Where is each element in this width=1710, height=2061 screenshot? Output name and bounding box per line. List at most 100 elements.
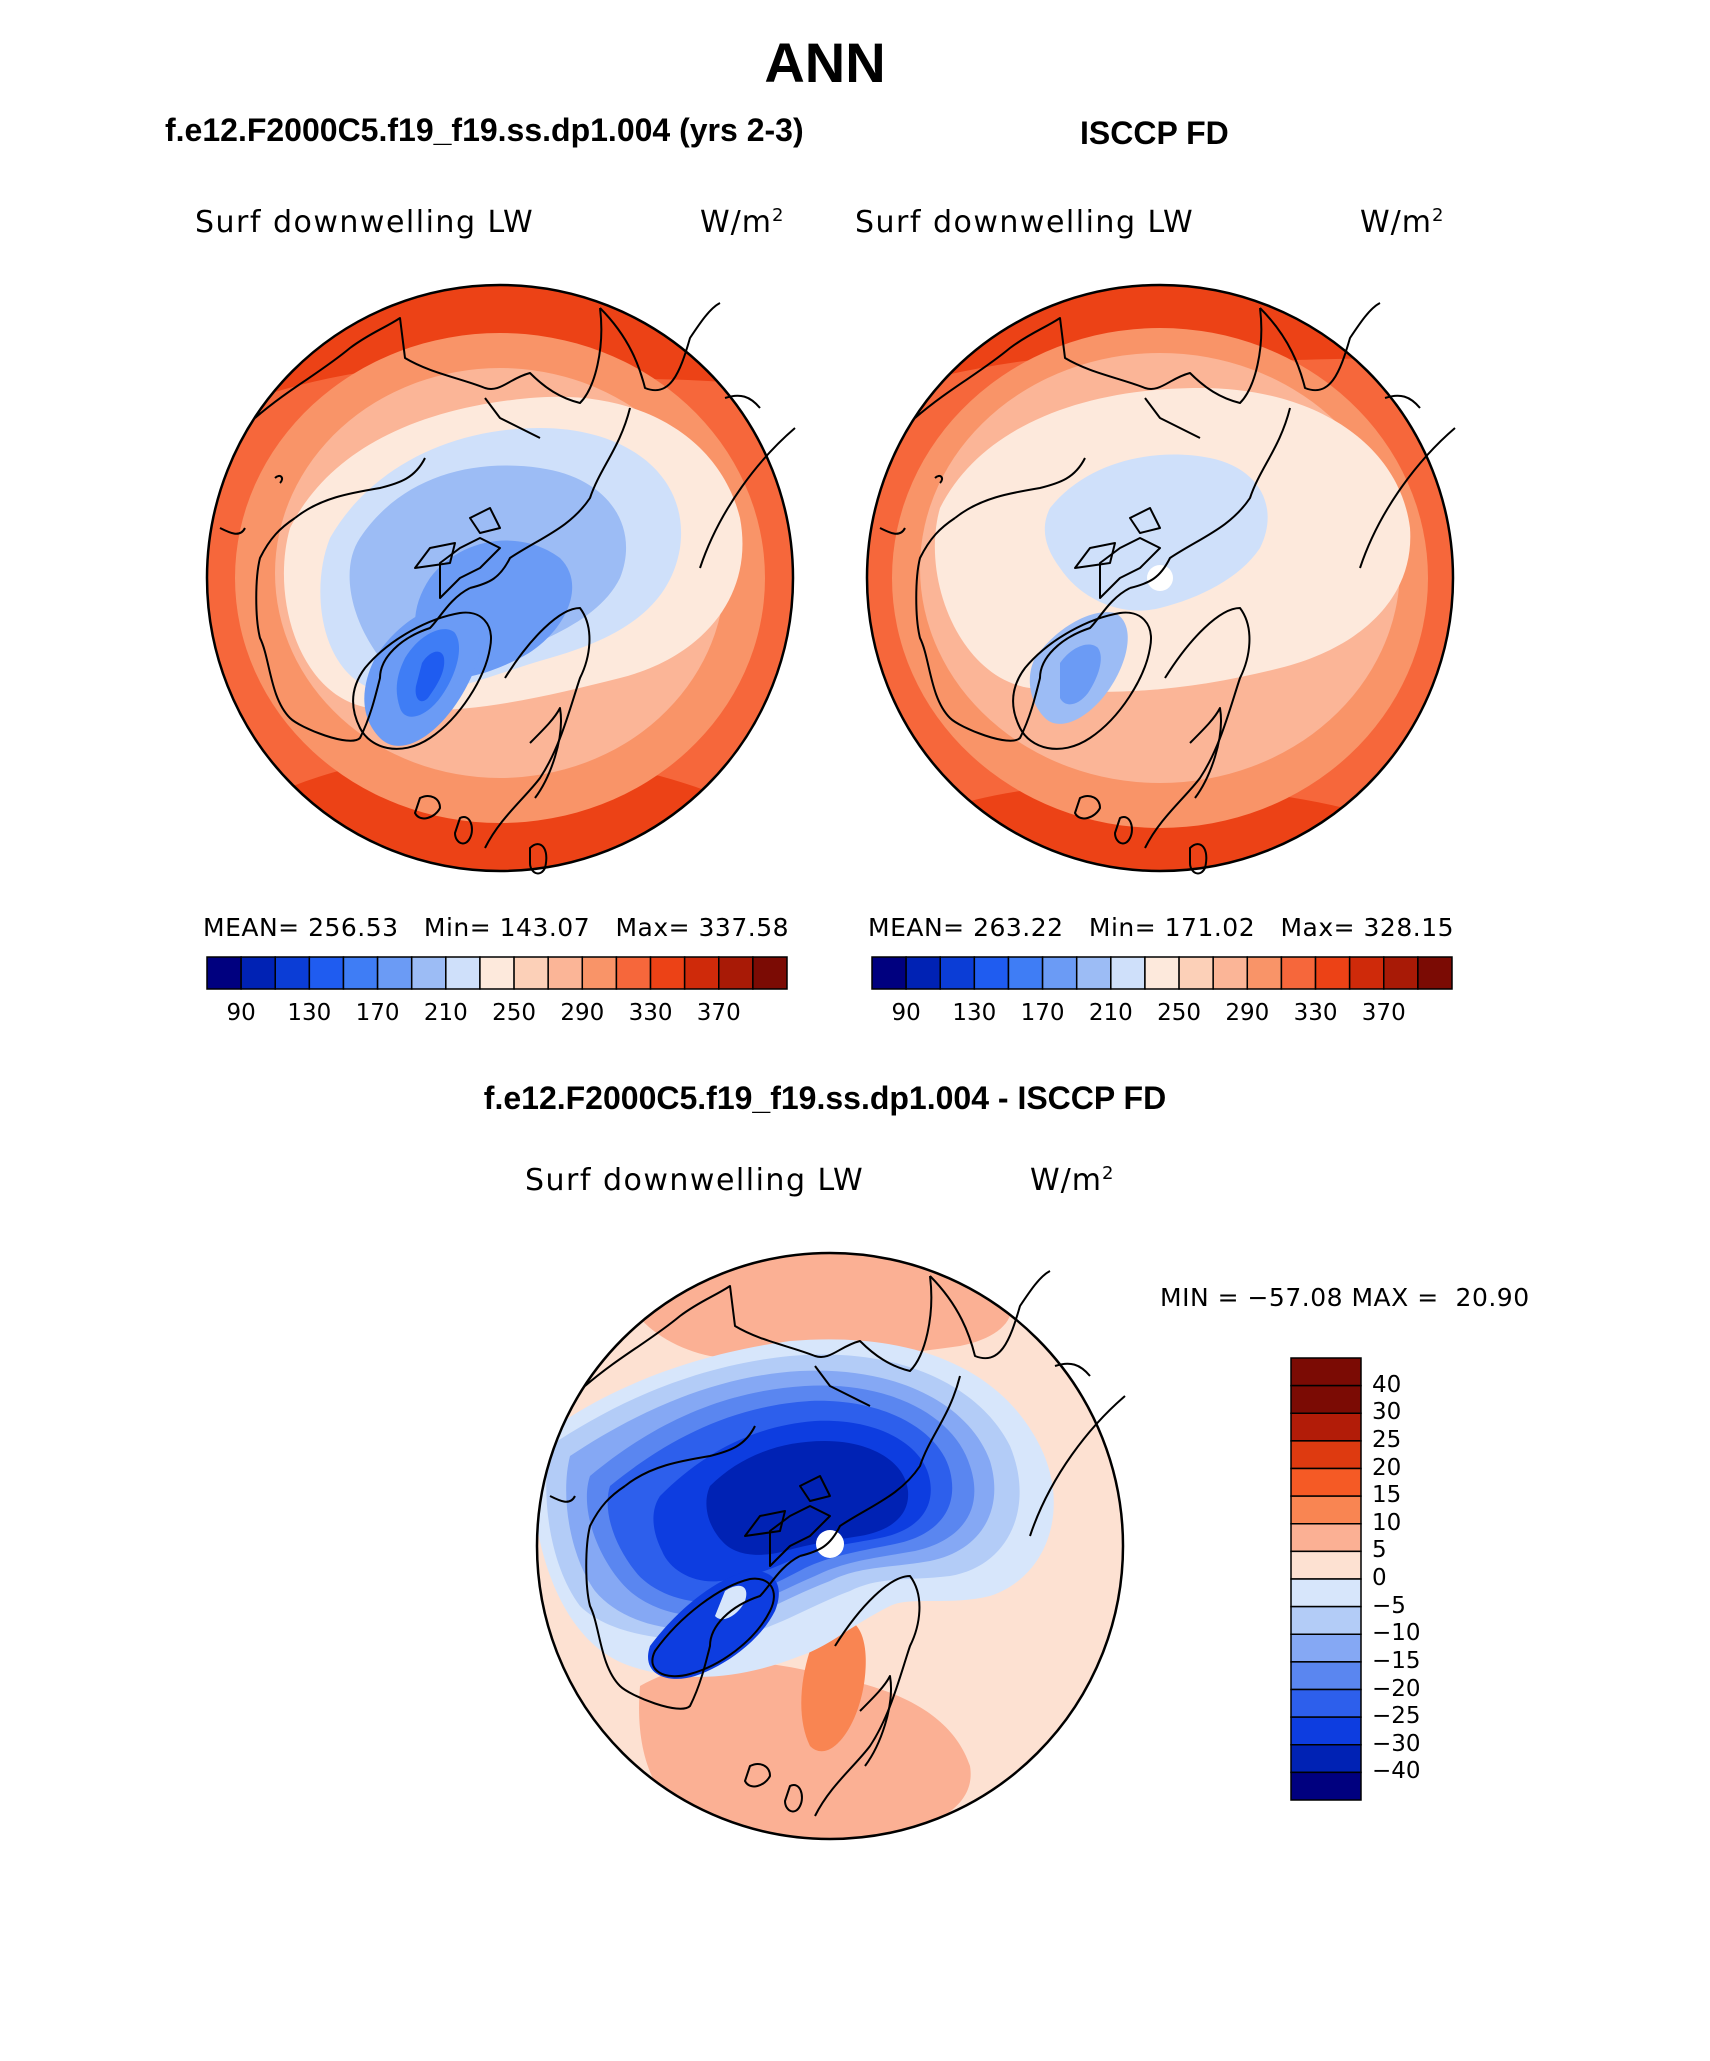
diff-field-scandinavia-positive bbox=[801, 1618, 866, 1752]
diff-variable-label: Surf downwelling LW bbox=[525, 1163, 865, 1198]
model-colorbar-box bbox=[615, 956, 652, 990]
model-colorbar-box bbox=[240, 956, 276, 990]
diff-colorbar-tick-label: 5 bbox=[1372, 1537, 1387, 1564]
model-colorbar-box bbox=[376, 956, 413, 990]
obs-colorbar-box bbox=[905, 956, 941, 990]
diff-colorbar-tick-label: 15 bbox=[1372, 1482, 1402, 1509]
diff-colorbar-tick-label: −40 bbox=[1372, 1758, 1421, 1785]
model-field-greenland-150 bbox=[415, 651, 445, 702]
diff-colorbar-tick-label: −15 bbox=[1372, 1647, 1421, 1674]
obs-pole-hole bbox=[1147, 565, 1173, 591]
obs-colorbar-tick-label: 210 bbox=[1088, 1000, 1133, 1026]
model-colorbar-box bbox=[513, 956, 549, 990]
obs-colorbar-tick-label: 250 bbox=[1157, 1000, 1201, 1026]
obs-field-greenland-190 bbox=[1060, 644, 1101, 705]
diff-colorbar-box bbox=[1290, 1578, 1362, 1608]
diff-colorbar-box bbox=[1290, 1744, 1362, 1774]
model-colorbar-tick-label: 370 bbox=[696, 1000, 741, 1026]
diff-field-atlantic-positive bbox=[639, 1662, 971, 1839]
model-colorbar-box bbox=[206, 956, 242, 990]
diff-colorbar-tick-label: 0 bbox=[1372, 1565, 1387, 1591]
model-colorbar-tick-label: 170 bbox=[355, 1000, 400, 1026]
model-stats: MEAN= 256.53 Min= 143.07 Max= 337.58 bbox=[203, 913, 790, 942]
obs-colorbar-tick-label: 170 bbox=[1020, 1000, 1065, 1026]
obs-colorbar-box bbox=[939, 956, 976, 990]
model-colorbar-box bbox=[683, 956, 720, 990]
diff-colorbar-tick-label: 10 bbox=[1372, 1509, 1402, 1536]
diff-colorbar-tick-label: −20 bbox=[1372, 1675, 1421, 1702]
obs-colorbar-box bbox=[1144, 956, 1180, 990]
model-colorbar-tick-label: 330 bbox=[628, 1000, 673, 1026]
plot-season-title: ANN bbox=[764, 31, 886, 94]
obs-colorbar-box bbox=[1383, 956, 1419, 990]
model-colorbar-tick-label: 210 bbox=[423, 1000, 468, 1026]
diff-colorbar-tick-label: −25 bbox=[1372, 1703, 1421, 1730]
model-case-title: f.e12.F2000C5.f19_f19.ss.dp1.004 (yrs 2-… bbox=[165, 112, 804, 148]
obs-polar-map bbox=[865, 283, 1456, 875]
diff-pole-hole bbox=[816, 1530, 844, 1558]
model-polar-map bbox=[205, 283, 796, 875]
obs-stats: MEAN= 263.22 Min= 171.02 Max= 328.15 bbox=[868, 913, 1455, 942]
obs-colorbar-box bbox=[1212, 956, 1249, 990]
model-map-border bbox=[205, 283, 795, 873]
obs-coastlines bbox=[879, 302, 1456, 875]
diff-colorbar-box bbox=[1290, 1688, 1362, 1718]
obs-colorbar-tick-label: 290 bbox=[1225, 1000, 1270, 1026]
model-colorbar bbox=[206, 956, 788, 990]
obs-colorbar-box bbox=[1041, 956, 1078, 990]
obs-colorbar-box bbox=[973, 956, 1010, 990]
obs-colorbar-box bbox=[1314, 956, 1351, 990]
diff-field-greenland-stripe bbox=[715, 1585, 747, 1620]
obs-colorbar-box bbox=[1110, 956, 1146, 990]
obs-map-border bbox=[865, 283, 1455, 873]
difference-title: f.e12.F2000C5.f19_f19.ss.dp1.004 - ISCCP… bbox=[483, 1080, 1167, 1116]
model-colorbar-box bbox=[410, 956, 447, 990]
model-colorbar-box bbox=[274, 956, 311, 990]
obs-colorbar-box bbox=[1007, 956, 1044, 990]
diff-stats: MIN = −57.08 MAX = 20.90 bbox=[1160, 1283, 1530, 1312]
model-colorbar-box bbox=[547, 956, 584, 990]
obs-colorbar-box bbox=[1348, 956, 1385, 990]
diff-colorbar-tick-label: 20 bbox=[1372, 1454, 1402, 1481]
model-colorbar-box bbox=[649, 956, 686, 990]
model-colorbar-tick-label: 290 bbox=[560, 1000, 605, 1026]
obs-colorbar-box bbox=[1417, 956, 1453, 990]
diff-colorbar-tick-label: −30 bbox=[1372, 1730, 1421, 1757]
obs-colorbar-tick-label: 330 bbox=[1293, 1000, 1338, 1026]
diff-colorbar-box bbox=[1290, 1467, 1362, 1497]
diff-colorbar-box bbox=[1290, 1412, 1362, 1442]
diff-colorbar-tick-label: −5 bbox=[1372, 1592, 1406, 1619]
model-colorbar-box bbox=[752, 956, 788, 990]
diff-colorbar-box bbox=[1290, 1605, 1362, 1635]
diff-units-label: W/m2 bbox=[1030, 1163, 1115, 1198]
diff-colorbar-ticks: 40 30 25 20 15 10 5 0 −5 −10 −15 −20 −25 −30 −40 bbox=[1372, 1358, 1452, 1800]
diff-colorbar-box bbox=[1290, 1384, 1362, 1414]
obs-variable-label: Surf downwelling LW bbox=[855, 205, 1195, 240]
diff-colorbar-box bbox=[1290, 1716, 1362, 1746]
obs-colorbar-box bbox=[1246, 956, 1283, 990]
obs-colorbar-tick-label: 370 bbox=[1361, 1000, 1406, 1026]
obs-colorbar-tick-label: 90 bbox=[891, 1000, 921, 1026]
obs-colorbar-box bbox=[1178, 956, 1214, 990]
obs-colorbar bbox=[871, 956, 1453, 990]
diff-colorbar-box bbox=[1290, 1440, 1362, 1470]
model-colorbar-box bbox=[581, 956, 618, 990]
diff-colorbar-tick-label: 30 bbox=[1372, 1399, 1402, 1426]
model-colorbar-box bbox=[718, 956, 754, 990]
obs-units-label: W/m2 bbox=[1360, 205, 1445, 240]
diff-colorbar-tick-label: 40 bbox=[1372, 1371, 1402, 1398]
model-colorbar-tick-label: 130 bbox=[287, 1000, 332, 1026]
model-colorbar-tick-label: 90 bbox=[226, 1000, 256, 1026]
obs-colorbar-box bbox=[1075, 956, 1112, 990]
model-colorbar-box bbox=[445, 956, 481, 990]
diff-colorbar-box bbox=[1290, 1661, 1362, 1691]
diff-colorbar-box bbox=[1290, 1523, 1362, 1553]
obs-colorbar-ticks: 90 130 170 210 250 290 330 370 bbox=[872, 1000, 1452, 1030]
diff-colorbar-box bbox=[1290, 1357, 1362, 1387]
model-colorbar-box bbox=[479, 956, 515, 990]
diff-colorbar-box bbox=[1290, 1633, 1362, 1663]
model-variable-label: Surf downwelling LW bbox=[195, 205, 535, 240]
diff-colorbar bbox=[1290, 1357, 1362, 1801]
model-colorbar-box bbox=[342, 956, 379, 990]
diff-colorbar-box bbox=[1290, 1495, 1362, 1525]
